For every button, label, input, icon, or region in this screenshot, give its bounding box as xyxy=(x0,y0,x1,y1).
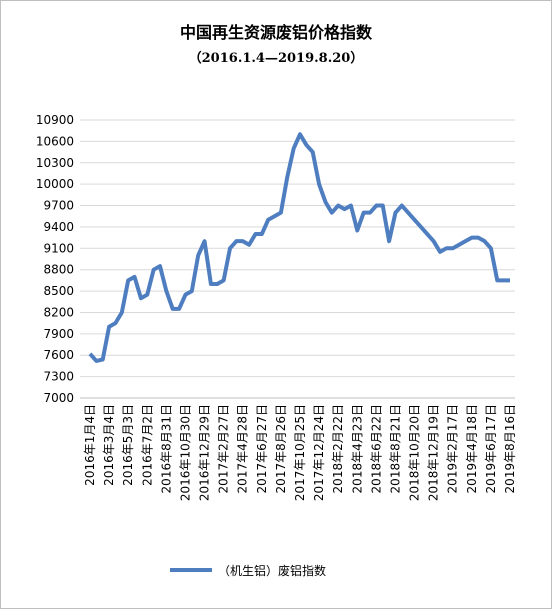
x-tick-label: 2018年8月21日 xyxy=(388,404,402,493)
y-tick-label: 8200 xyxy=(43,305,74,319)
x-tick-label: 2017年8月26日 xyxy=(274,404,288,493)
y-tick-label: 10600 xyxy=(36,134,74,148)
x-tick-label: 2017年2月27日 xyxy=(217,404,231,493)
x-tick-label: 2019年2月17日 xyxy=(446,404,460,493)
y-tick-label: 7900 xyxy=(43,327,74,341)
y-tick-label: 10000 xyxy=(36,177,74,191)
y-tick-label: 8800 xyxy=(43,263,74,277)
x-tick-label: 2016年7月2日 xyxy=(140,404,154,486)
y-tick-label: 7600 xyxy=(43,348,74,362)
legend-label: （机生铝）废铝指数 xyxy=(218,563,326,578)
y-tick-label: 10900 xyxy=(36,113,74,127)
x-tick-label: 2016年10月30日 xyxy=(178,404,192,501)
x-tick-label: 2019年4月18日 xyxy=(465,404,479,493)
y-tick-label: 10300 xyxy=(36,156,74,170)
chart-title: 中国再生资源废铝价格指数 xyxy=(180,23,373,42)
y-tick-label: 7000 xyxy=(43,391,74,405)
x-tick-label: 2018年6月22日 xyxy=(369,404,383,493)
x-tick-label: 2017年10月25日 xyxy=(293,404,307,501)
x-tick-label: 2019年8月16日 xyxy=(503,404,517,493)
y-tick-label: 9400 xyxy=(43,220,74,234)
x-tick-label: 2019年6月17日 xyxy=(484,404,498,493)
x-tick-label: 2017年12月24日 xyxy=(312,404,326,501)
y-tick-label: 7300 xyxy=(43,370,74,384)
x-tick-label: 2018年10月20日 xyxy=(408,404,422,501)
data-line xyxy=(88,132,510,363)
x-tick-label: 2016年8月31日 xyxy=(159,404,173,493)
x-tick-label: 2018年12月19日 xyxy=(427,404,441,501)
y-tick-label: 8500 xyxy=(43,284,74,298)
x-tick-label: 2016年3月4日 xyxy=(102,404,116,486)
y-tick-label: 9700 xyxy=(43,199,74,213)
x-tick-label: 2017年4月28日 xyxy=(236,404,250,493)
y-tick-label: 9100 xyxy=(43,241,74,255)
chart-subtitle: （2016.1.4—2019.8.20） xyxy=(189,50,364,66)
x-tick-label: 2016年12月29日 xyxy=(198,404,212,501)
x-tick-label: 2016年5月3日 xyxy=(121,404,135,486)
x-tick-label: 2017年6月27日 xyxy=(255,404,269,493)
x-tick-label: 2018年2月22日 xyxy=(331,404,345,493)
x-tick-label: 2018年4月23日 xyxy=(350,404,364,493)
x-tick-label: 2016年1月4日 xyxy=(83,404,97,486)
